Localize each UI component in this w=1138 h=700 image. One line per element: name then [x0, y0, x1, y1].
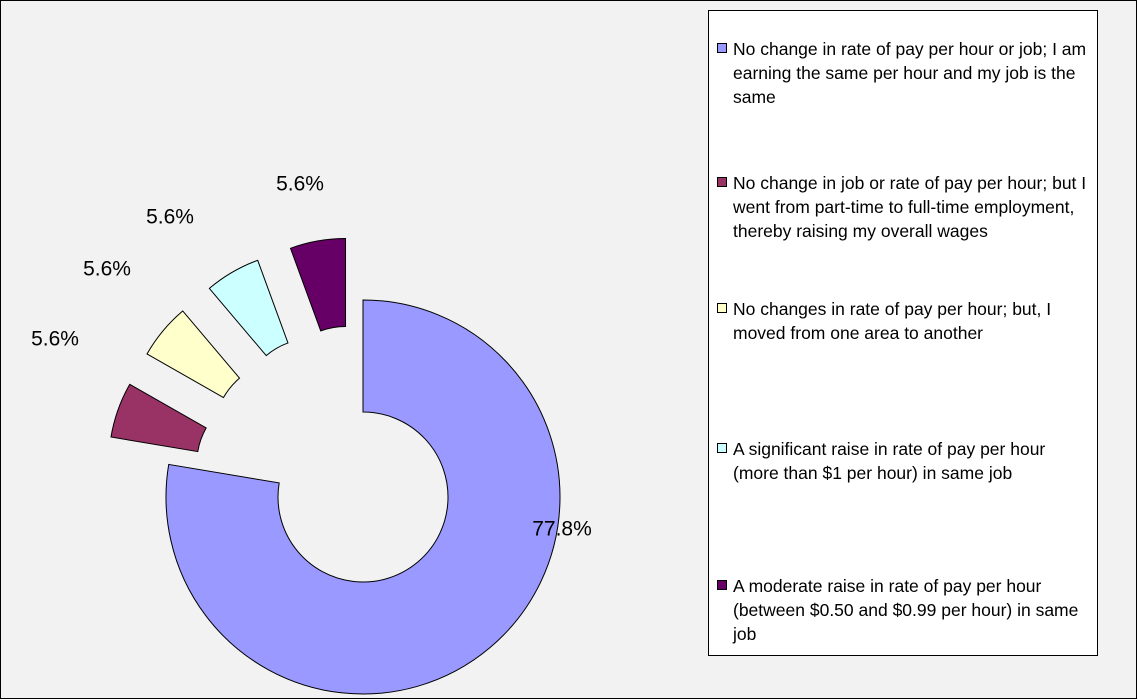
data-label: 5.6% — [31, 328, 79, 351]
data-label: 5.6% — [83, 258, 131, 281]
data-label: 5.6% — [146, 206, 194, 229]
donut-slice — [165, 299, 561, 695]
legend-label: A significant raise in rate of pay per h… — [733, 439, 1046, 483]
legend-swatch — [717, 177, 727, 187]
legend-label: No change in rate of pay per hour or job… — [733, 39, 1087, 107]
donut-slice — [110, 383, 207, 453]
legend-label: A moderate raise in rate of pay per hour… — [733, 576, 1079, 644]
donut-slice — [289, 238, 347, 332]
data-label: 5.6% — [276, 173, 324, 196]
legend-item: A significant raise in rate of pay per h… — [717, 437, 1087, 485]
legend: No change in rate of pay per hour or job… — [708, 10, 1098, 656]
legend-item: A moderate raise in rate of pay per hour… — [717, 574, 1087, 646]
legend-item: No change in rate of pay per hour or job… — [717, 37, 1087, 109]
donut-slice — [146, 310, 241, 399]
legend-item: No changes in rate of pay per hour; but,… — [717, 297, 1087, 345]
legend-swatch — [717, 43, 727, 53]
legend-item: No change in job or rate of pay per hour… — [717, 171, 1087, 243]
legend-label: No change in job or rate of pay per hour… — [733, 173, 1087, 241]
donut-slice — [208, 259, 289, 357]
legend-swatch — [717, 443, 727, 453]
legend-swatch — [717, 580, 727, 590]
legend-swatch — [717, 303, 727, 313]
legend-label: No changes in rate of pay per hour; but,… — [733, 299, 1052, 343]
data-label: 77.8% — [532, 518, 592, 541]
